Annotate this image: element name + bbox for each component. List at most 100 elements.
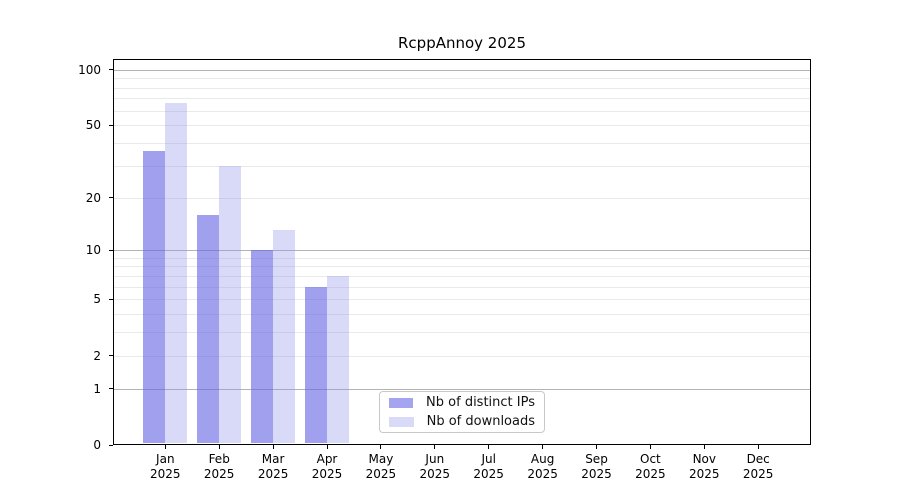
x-label-month: Sep [585, 452, 608, 466]
plot-frame [113, 59, 811, 445]
legend-label-downloads: Nb of downloads [426, 414, 535, 429]
x-label-year: 2025 [473, 467, 504, 481]
x-label-year: 2025 [203, 467, 235, 481]
x-label-month: Jun [425, 452, 445, 466]
x-label-month: Jan [156, 452, 175, 466]
x-tick-mark [380, 445, 382, 449]
x-label-month: Nov [692, 452, 716, 466]
bar-distinct-ips-jan [143, 151, 166, 444]
y-tick-mark [108, 249, 113, 251]
x-tick-mark [218, 445, 220, 449]
legend-swatch-distinct-ips [389, 397, 414, 408]
gridline-minor [114, 332, 810, 334]
x-label-month: Mar [261, 452, 285, 466]
x-tick-mark [326, 445, 328, 449]
y-axis-tick-label: 5 [93, 292, 101, 307]
y-axis-tick-label: 50 [85, 118, 101, 133]
y-tick-mark [108, 298, 113, 300]
x-axis-tick-label: Nov 2025 [676, 452, 732, 482]
x-label-month: Dec [746, 452, 770, 466]
legend-item-distinct-ips: Nb of distinct IPs [389, 395, 535, 410]
gridline-minor [114, 165, 810, 167]
gridline-minor [114, 299, 810, 301]
x-tick-mark [649, 445, 651, 449]
y-tick-mark [108, 124, 113, 126]
bar-distinct-ips-mar [251, 250, 274, 444]
y-axis-tick-label: 10 [85, 243, 101, 258]
gridline-major [114, 388, 810, 390]
x-tick-mark [542, 445, 544, 449]
gridline-minor [114, 110, 810, 112]
gridline-minor [114, 143, 810, 145]
y-tick-mark [108, 197, 113, 198]
x-label-month: Feb [208, 452, 230, 466]
x-tick-mark [757, 445, 759, 449]
x-label-year: 2025 [365, 467, 397, 481]
x-label-month: May [368, 452, 394, 466]
x-label-month: Oct [640, 452, 661, 466]
y-tick-mark [108, 355, 113, 357]
y-axis-tick-label: 2 [93, 348, 101, 363]
y-axis-tick-label: 1 [93, 381, 101, 396]
gridline-minor [114, 125, 810, 127]
x-axis-tick-label: Dec 2025 [730, 452, 786, 482]
x-label-month: Jul [481, 452, 496, 466]
x-tick-mark [596, 445, 597, 449]
x-label-year: 2025 [527, 467, 558, 481]
bar-downloads-jan [165, 103, 188, 444]
x-axis-tick-label: Apr 2025 [299, 452, 355, 482]
bar-downloads-apr [327, 275, 349, 444]
gridline-minor [114, 355, 810, 357]
y-tick-mark [108, 69, 113, 71]
bar-downloads-feb [219, 165, 242, 444]
gridline-minor [114, 87, 810, 89]
x-label-year: 2025 [311, 467, 343, 481]
bar-distinct-ips-apr [305, 286, 327, 444]
x-label-year: 2025 [419, 467, 451, 481]
gridline-minor [114, 197, 810, 199]
x-label-year: 2025 [635, 467, 666, 481]
x-label-year: 2025 [150, 467, 181, 481]
x-label-month: Apr [316, 452, 338, 466]
x-axis-tick-label: Sep 2025 [569, 452, 625, 482]
x-axis-tick-label: Jun 2025 [407, 452, 463, 482]
legend: Nb of distinct IPs Nb of downloads [379, 391, 545, 433]
x-label-year: 2025 [257, 467, 289, 481]
x-tick-mark [272, 445, 274, 449]
gridline-minor [114, 98, 810, 100]
bar-downloads-mar [273, 230, 296, 444]
bar-distinct-ips-feb [197, 214, 220, 444]
chart-title: RcppAnnoy 2025 [398, 34, 526, 52]
gridline-minor [114, 78, 810, 80]
gridline-major [114, 250, 810, 252]
gridline-minor [114, 266, 810, 268]
legend-item-downloads: Nb of downloads [389, 414, 535, 429]
x-axis-tick-label: Aug 2025 [515, 452, 571, 482]
x-axis-tick-label: Oct 2025 [622, 452, 678, 482]
gridline-minor [114, 286, 810, 288]
gridline-major [114, 69, 810, 71]
x-tick-mark [434, 445, 436, 449]
gridline-minor [114, 275, 810, 277]
gridline-minor [114, 314, 810, 316]
x-axis-tick-label: May 2025 [353, 452, 409, 482]
x-axis-tick-label: Jan 2025 [137, 452, 193, 482]
x-axis-tick-label: Jul 2025 [461, 452, 517, 482]
y-axis-tick-label: 100 [78, 62, 101, 77]
y-axis-tick-label: 0 [93, 438, 101, 452]
x-tick-mark [488, 445, 490, 449]
x-axis-tick-label: Feb 2025 [191, 452, 247, 482]
legend-swatch-downloads [389, 416, 414, 427]
x-label-month: Aug [530, 452, 555, 466]
y-axis-tick-label: 20 [85, 190, 101, 205]
gridline-minor [114, 257, 810, 259]
x-label-year: 2025 [581, 467, 612, 481]
x-axis-tick-label: Mar 2025 [245, 452, 301, 482]
x-label-year: 2025 [742, 467, 774, 481]
y-tick-mark [108, 444, 113, 446]
legend-label-distinct-ips: Nb of distinct IPs [426, 395, 535, 410]
